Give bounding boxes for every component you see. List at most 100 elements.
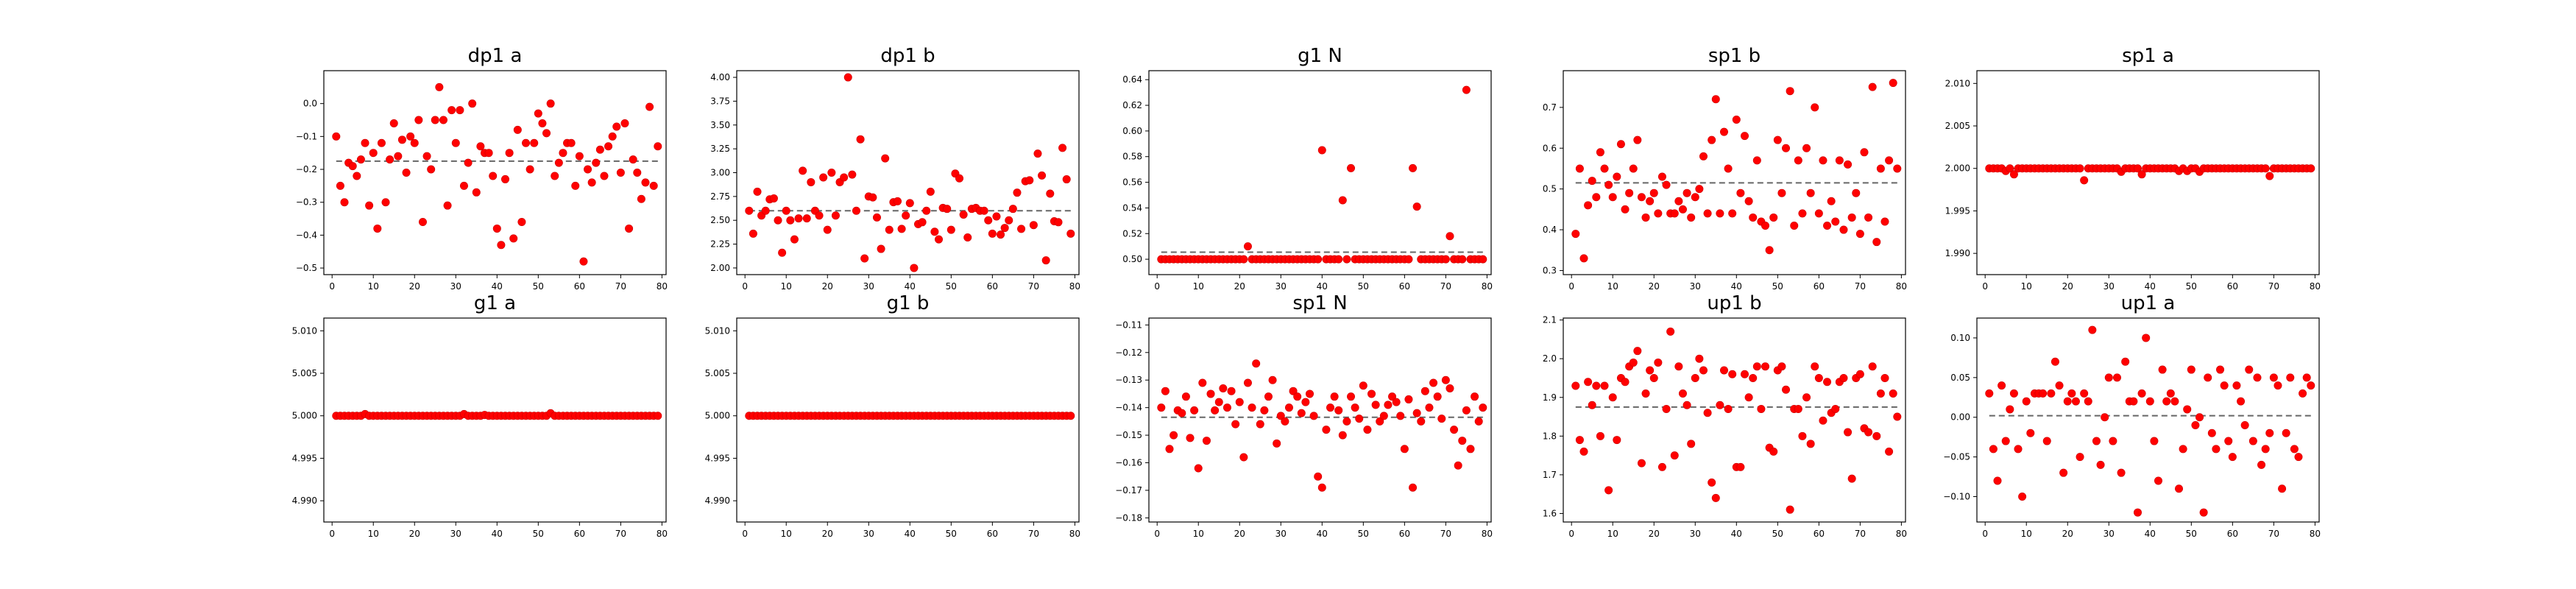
data-point <box>1579 447 1588 456</box>
data-point <box>1637 193 1646 202</box>
data-point <box>799 166 807 175</box>
x-tick-label: 60 <box>2227 281 2238 292</box>
data-point <box>807 177 815 186</box>
data-point <box>389 119 398 127</box>
data-point <box>620 119 629 127</box>
data-point <box>1194 464 1203 473</box>
data-point <box>1876 389 1885 398</box>
data-point <box>2294 453 2303 462</box>
data-point <box>1703 409 1712 417</box>
y-tick-label: 2.75 <box>710 191 730 202</box>
data-point <box>1305 389 1314 398</box>
data-point <box>943 205 952 214</box>
data-point <box>1641 389 1650 398</box>
x-tick-label: 70 <box>615 529 626 539</box>
x-tick-label: 0 <box>1982 281 1988 292</box>
data-point <box>1761 222 1770 230</box>
y-tick-label: 0.52 <box>1122 228 1142 239</box>
data-point <box>567 138 576 147</box>
subplot-title: up1 a <box>2121 292 2176 314</box>
x-tick-label: 20 <box>1234 529 1245 539</box>
data-point <box>484 149 493 158</box>
data-point <box>365 201 374 210</box>
data-point <box>2026 428 2035 437</box>
data-point <box>1773 135 1782 144</box>
x-tick-label: 20 <box>2062 529 2073 539</box>
subplot-sp1-a: sp1 a 0 10 20 30 40 50 60 70 80 1.990 1.995 2.000 2.… <box>1945 45 2321 292</box>
data-point <box>2212 445 2221 454</box>
data-point <box>1662 180 1671 189</box>
x-tick-label: 50 <box>946 281 957 292</box>
data-point <box>418 218 427 227</box>
data-point <box>1404 255 1413 264</box>
data-point <box>336 181 344 190</box>
y-tick-label: 2.010 <box>1945 78 1970 88</box>
y-tick-label: 0.5 <box>1543 184 1557 194</box>
y-tick-label: 0.60 <box>1122 126 1142 136</box>
data-point <box>1794 405 1802 414</box>
data-point <box>1989 445 1998 454</box>
data-point <box>340 198 349 207</box>
data-point <box>1621 205 1630 214</box>
y-tick-label: −0.13 <box>1115 375 1142 385</box>
data-point <box>1708 478 1716 487</box>
data-point <box>1575 436 1584 445</box>
data-point <box>1794 156 1802 165</box>
x-tick-label: 20 <box>409 281 420 292</box>
y-tick-label: 0.10 <box>1950 333 1970 343</box>
data-point <box>1860 148 1869 157</box>
data-point <box>2158 365 2167 374</box>
data-point <box>1367 389 1376 398</box>
data-point <box>2050 357 2059 366</box>
x-tick-label: 60 <box>987 281 998 292</box>
x-tick-label: 0 <box>742 281 748 292</box>
y-tick-label: 0.7 <box>1543 102 1557 113</box>
data-point <box>1338 431 1347 440</box>
data-point <box>2009 170 2018 179</box>
x-tick-label: 0 <box>329 529 335 539</box>
data-point <box>1317 146 1326 155</box>
data-point <box>897 225 906 233</box>
data-point <box>1005 216 1013 225</box>
data-point <box>1625 188 1634 197</box>
data-point <box>1889 79 1897 88</box>
data-point <box>2170 397 2179 406</box>
y-tick-label: 3.25 <box>710 144 730 154</box>
data-point <box>2166 389 2175 398</box>
data-point <box>877 244 885 253</box>
data-point <box>1571 230 1580 239</box>
data-point <box>1699 366 1708 375</box>
data-point <box>1682 401 1691 409</box>
data-point <box>1206 389 1215 398</box>
data-point <box>1893 164 1902 173</box>
x-tick-label: 70 <box>1028 529 1039 539</box>
y-tick-label: 0.64 <box>1122 74 1142 85</box>
x-tick-label: 0 <box>1568 529 1574 539</box>
data-point <box>1649 373 1658 382</box>
data-point <box>1855 370 1864 378</box>
data-point <box>1811 362 1819 371</box>
plot-frame <box>1148 70 1492 275</box>
data-point <box>1161 387 1170 395</box>
data-point <box>910 264 919 272</box>
data-point <box>2307 381 2315 390</box>
data-point <box>1889 389 1897 398</box>
data-point <box>1646 366 1655 375</box>
data-point <box>505 149 514 158</box>
data-point <box>456 106 464 115</box>
data-point <box>2162 397 2171 406</box>
data-point <box>2084 397 2092 406</box>
data-point <box>1165 445 1174 454</box>
y-tick-label: 5.010 <box>705 325 730 336</box>
data-point <box>1711 493 1720 502</box>
y-tick-label: 0.56 <box>1122 177 1142 188</box>
data-point <box>1769 447 1778 456</box>
subplot-title: up1 b <box>1707 292 1761 314</box>
y-tick-label: −0.11 <box>1115 320 1142 330</box>
x-tick-label: 20 <box>822 281 833 292</box>
data-point <box>1054 218 1063 227</box>
x-tick-label: 40 <box>492 529 503 539</box>
data-point <box>1790 222 1799 230</box>
data-point <box>1864 428 1873 437</box>
x-tick-label: 60 <box>987 529 998 539</box>
